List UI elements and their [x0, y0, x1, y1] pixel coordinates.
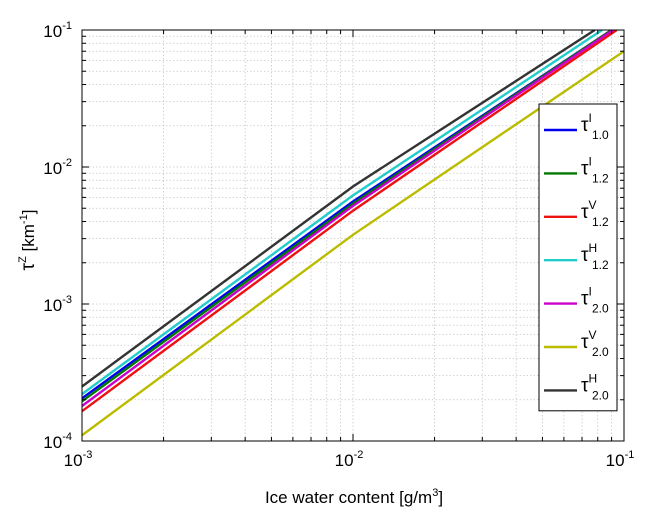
legend-label-3: τV 1.2: [581, 198, 609, 229]
legend-label-7: τH 2.0: [581, 371, 609, 402]
y-tick-label: 10-1: [43, 20, 72, 41]
series-layer: [82, 30, 624, 437]
y-tick-label: 10-4: [43, 431, 72, 452]
legend-label-4: τH 1.2: [581, 241, 609, 272]
legend: τI1.0 τI1.2 τV 1.2 τH 1.2 τI2.0 τV 2.0 τH 2.0: [538, 103, 618, 412]
legend-box: [538, 103, 618, 412]
series-line-5: [82, 30, 614, 407]
series-line-6: [82, 50, 624, 437]
x-tick-label: 10-3: [64, 449, 93, 470]
y-axis-ticks: 10-4 10-3 10-2 10-1: [43, 20, 624, 452]
x-axis-label: Ice water content [g/m3]: [265, 487, 443, 507]
legend-label-1: τI1.0: [581, 111, 609, 142]
x-tick-label: 10-1: [606, 449, 635, 470]
series-line-7: [82, 30, 596, 388]
legend-label-6: τV 2.0: [581, 328, 609, 359]
legend-label-2: τI1.2: [581, 154, 609, 185]
y-axis-label: τZ [km-1]: [17, 210, 39, 271]
y-tick-label: 10-2: [43, 157, 72, 178]
legend-label-5: τI2.0: [581, 285, 609, 316]
series-line-4: [82, 30, 603, 396]
series-line-3: [82, 30, 618, 413]
y-tick-label: 10-3: [43, 294, 72, 315]
x-axis-ticks: 10-3 10-2 10-1: [64, 30, 635, 470]
x-tick-label: 10-2: [335, 449, 364, 470]
